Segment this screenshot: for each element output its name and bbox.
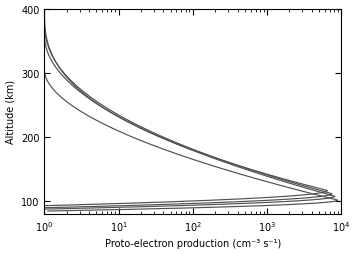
Y-axis label: Altitude (km): Altitude (km) bbox=[6, 80, 16, 144]
X-axis label: Proto-electron production (cm⁻³ s⁻¹): Proto-electron production (cm⁻³ s⁻¹) bbox=[105, 239, 281, 248]
